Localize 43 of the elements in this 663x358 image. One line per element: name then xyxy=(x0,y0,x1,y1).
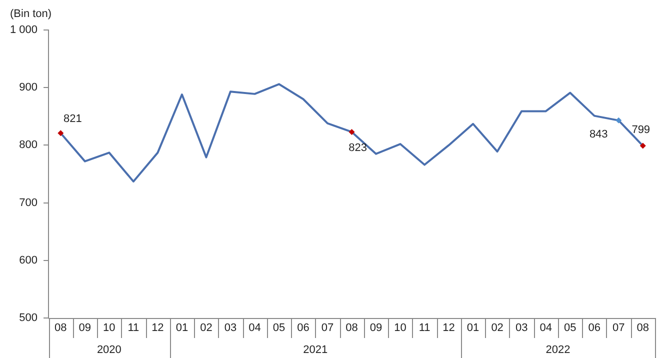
x-tick-label: 03 xyxy=(224,322,237,334)
x-tick-label: 11 xyxy=(128,322,140,334)
x-tick-label: 05 xyxy=(564,322,576,334)
x-tick-label: 04 xyxy=(540,322,552,334)
y-tick-label: 500 xyxy=(19,312,38,324)
x-tick-label: 10 xyxy=(103,322,116,334)
x-tick-label: 12 xyxy=(152,322,164,334)
x-tick-label: 02 xyxy=(200,322,212,334)
point xyxy=(348,128,355,135)
y-tick-label: 700 xyxy=(19,196,38,209)
data-label: 821 xyxy=(63,113,82,126)
x-tick-label: 08 xyxy=(636,322,649,334)
x-tick-label: 08 xyxy=(54,322,67,334)
x-tick-label: 09 xyxy=(370,322,382,334)
x-tick-label: 12 xyxy=(442,322,455,334)
x-tick-label: 11 xyxy=(418,322,430,334)
point xyxy=(616,117,622,124)
point xyxy=(58,130,64,136)
text: 2022 xyxy=(546,344,570,356)
y-tick-label: 1 000 xyxy=(10,24,38,36)
text: 2020 xyxy=(96,344,122,356)
x-tick-label: 03 xyxy=(515,322,528,334)
x-tick-label: 04 xyxy=(248,322,261,334)
x-tick-label: 07 xyxy=(321,322,334,334)
text: 2021 xyxy=(303,344,328,356)
x-tick-label: 09 xyxy=(78,322,92,334)
x-tick-label: 02 xyxy=(491,322,504,334)
y-axis-title: (Bin ton) xyxy=(10,8,52,20)
y-tick-label: 600 xyxy=(19,254,38,266)
point xyxy=(640,142,646,149)
x-tick-label: 07 xyxy=(612,322,625,334)
data-label: 843 xyxy=(589,128,608,140)
x-tick-label: 08 xyxy=(346,322,358,334)
x-tick-label: 01 xyxy=(466,322,480,334)
x-tick-label: 05 xyxy=(272,322,286,334)
x-tick-label: 01 xyxy=(176,322,188,334)
data-label: 799 xyxy=(632,124,650,136)
y-tick-label: 900 xyxy=(19,82,38,94)
y-tick-label: 800 xyxy=(19,139,38,152)
x-tick-label: 10 xyxy=(394,322,406,334)
x-tick-label: 06 xyxy=(297,322,310,334)
data-label: 823 xyxy=(348,142,367,154)
x-tick-label: 06 xyxy=(588,322,600,334)
